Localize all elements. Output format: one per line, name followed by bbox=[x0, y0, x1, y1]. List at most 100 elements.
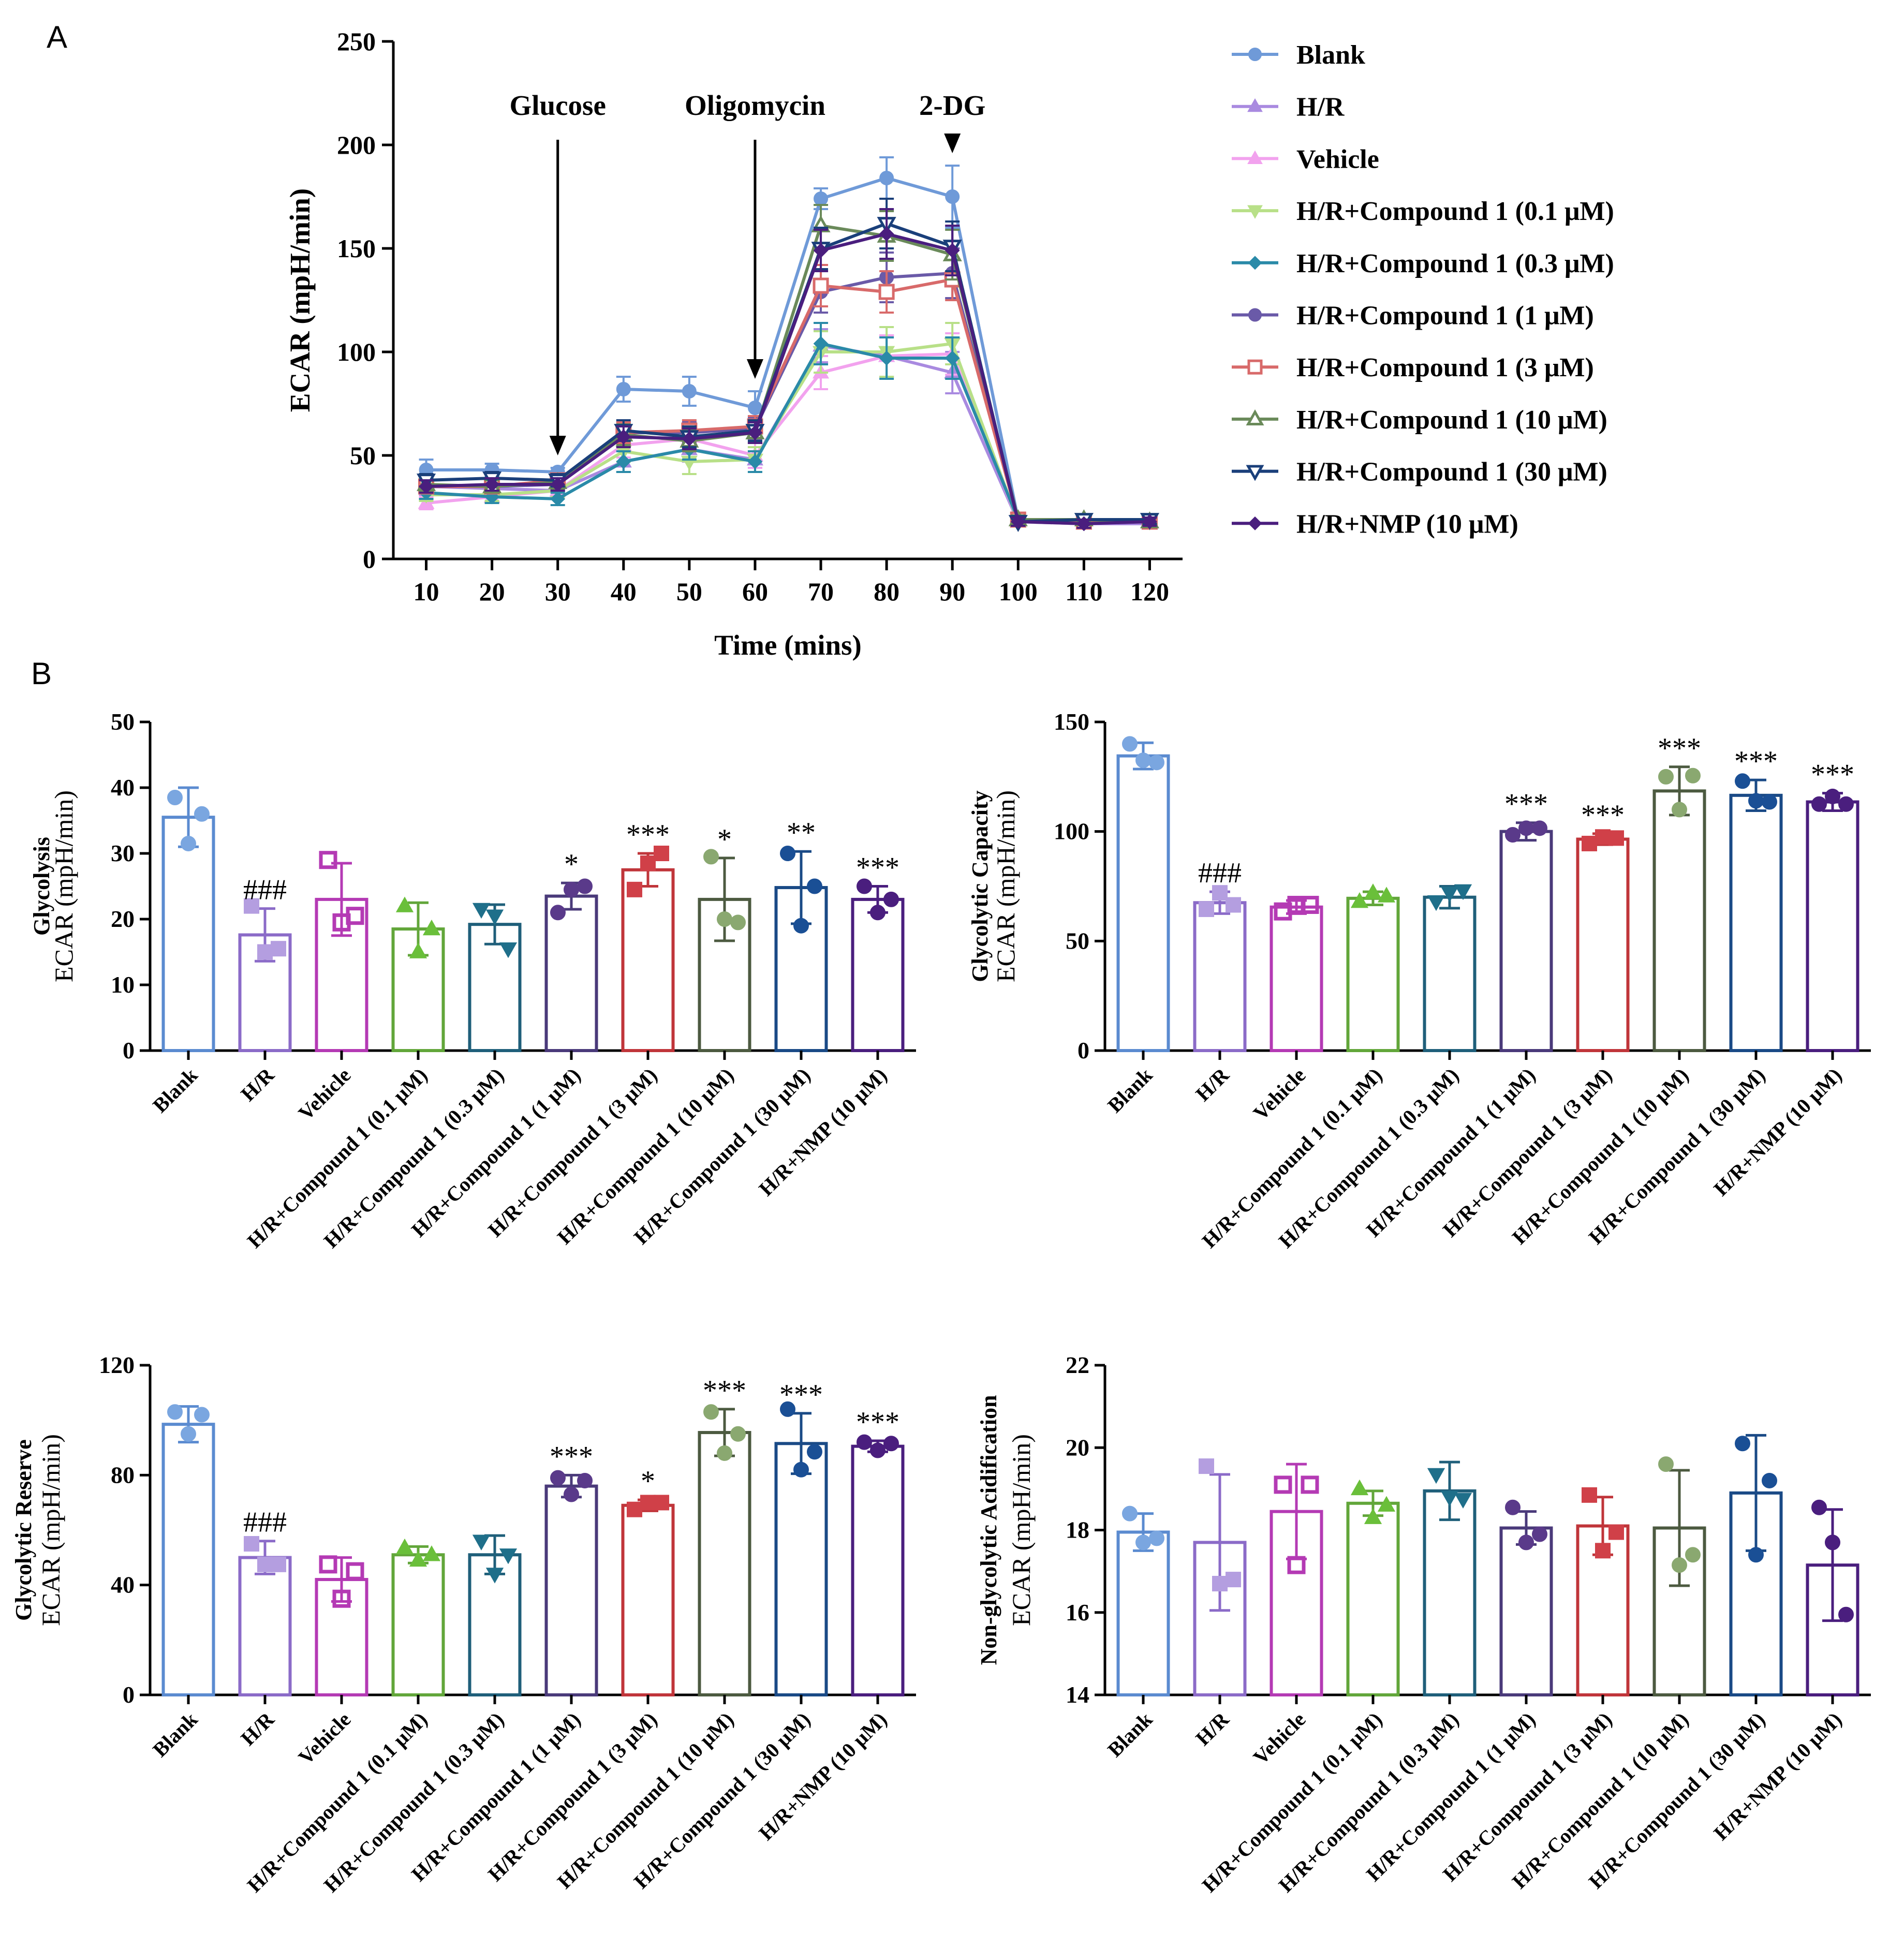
legend-marker bbox=[1248, 256, 1262, 270]
y-axis-title: ECAR (mpH/min) bbox=[1007, 1434, 1036, 1626]
data-point bbox=[181, 1426, 196, 1442]
data-point bbox=[485, 1568, 504, 1584]
data-point bbox=[1440, 1490, 1459, 1507]
data-point bbox=[1364, 883, 1382, 899]
significance-label: ### bbox=[243, 874, 287, 906]
data-point bbox=[1149, 1530, 1164, 1546]
data-point bbox=[717, 1445, 732, 1461]
data-point bbox=[564, 1486, 579, 1502]
data-point bbox=[1811, 1499, 1827, 1515]
y-tick-label: 80 bbox=[111, 1461, 135, 1488]
bar bbox=[621, 1503, 675, 1697]
data-point bbox=[616, 454, 631, 469]
data-point bbox=[879, 226, 894, 242]
data-point bbox=[319, 1555, 337, 1574]
bar bbox=[1576, 837, 1630, 1052]
legend-entry: H/R+Compound 1 (0.3 μM) bbox=[1296, 249, 1614, 278]
significance-label: * bbox=[717, 823, 732, 855]
y-tick-label: 150 bbox=[1054, 708, 1089, 735]
data-point bbox=[395, 1538, 414, 1555]
data-point bbox=[550, 477, 566, 492]
data-point bbox=[1199, 901, 1214, 917]
y-tick-label: 20 bbox=[1066, 1434, 1089, 1460]
x-tick-label: H/R+NMP (10 μM) bbox=[754, 1064, 891, 1201]
series-line bbox=[426, 342, 1150, 523]
y-tick-label: 150 bbox=[337, 234, 376, 263]
data-point bbox=[1427, 1468, 1445, 1484]
x-tick-label: Vehicle bbox=[294, 1064, 356, 1125]
x-tick-label: 120 bbox=[1130, 577, 1169, 606]
bar bbox=[1806, 800, 1859, 1053]
y-axis-title: ECAR (mpH/min) bbox=[49, 790, 78, 982]
data-point bbox=[654, 1495, 669, 1511]
x-tick-label: 50 bbox=[676, 577, 702, 606]
data-point bbox=[654, 846, 669, 861]
data-point bbox=[944, 350, 960, 366]
data-point bbox=[244, 898, 259, 914]
data-point bbox=[484, 477, 500, 492]
y-tick-label: 40 bbox=[111, 774, 135, 801]
series-line bbox=[426, 222, 1150, 524]
significance-label: *** bbox=[779, 1379, 823, 1411]
data-point bbox=[472, 903, 491, 919]
x-tick-label: H/R bbox=[236, 1707, 279, 1750]
data-point bbox=[1532, 1526, 1547, 1542]
data-point bbox=[550, 1470, 566, 1486]
x-tick-label: 100 bbox=[999, 577, 1038, 606]
legend-marker bbox=[1248, 48, 1262, 61]
legend-marker bbox=[1247, 205, 1263, 219]
data-point bbox=[499, 1548, 518, 1564]
legend-entry: H/R+Compound 1 (1 μM) bbox=[1296, 301, 1594, 331]
data-point bbox=[1748, 793, 1764, 809]
bar-chart-glycolytic-reserve: 0 40 80 120 Glycolytic Reserve ECAR (mpH/min)… bbox=[11, 1352, 916, 1897]
x-tick-label: 40 bbox=[611, 577, 637, 606]
data-point bbox=[1762, 1472, 1777, 1488]
legend-entry: H/R+Compound 1 (0.1 μM) bbox=[1296, 197, 1614, 226]
data-point bbox=[682, 384, 697, 398]
data-point bbox=[870, 905, 885, 921]
y-axis-title: Glycolytic Capacity bbox=[967, 790, 993, 982]
x-axis-title: Time (mins) bbox=[714, 629, 862, 661]
bar bbox=[698, 1431, 751, 1697]
y-tick-label: 100 bbox=[1054, 818, 1089, 845]
data-point bbox=[1454, 884, 1472, 900]
data-point bbox=[780, 1401, 795, 1417]
legend-marker bbox=[1246, 409, 1264, 425]
x-tick-label: 20 bbox=[479, 577, 505, 606]
y-tick-label: 50 bbox=[111, 708, 135, 735]
x-tick-label: 110 bbox=[1065, 577, 1102, 606]
y-tick-label: 120 bbox=[99, 1352, 135, 1378]
data-point bbox=[550, 491, 566, 507]
data-point bbox=[857, 1434, 872, 1450]
series-line bbox=[426, 232, 1150, 526]
data-point bbox=[167, 790, 183, 806]
data-point bbox=[1377, 1496, 1396, 1512]
data-point bbox=[793, 1461, 809, 1478]
data-point bbox=[244, 1536, 259, 1552]
data-point bbox=[747, 425, 763, 440]
significance-label: *** bbox=[1658, 732, 1701, 764]
data-point bbox=[1350, 1479, 1369, 1496]
y-axis-title: Glycolysis bbox=[29, 837, 54, 936]
x-tick-label: Blank bbox=[1103, 1707, 1157, 1762]
data-point bbox=[1135, 1534, 1151, 1551]
data-point bbox=[730, 914, 746, 931]
data-point bbox=[703, 1404, 719, 1420]
bar bbox=[1270, 905, 1323, 1052]
data-point bbox=[1149, 755, 1164, 771]
bar bbox=[1729, 793, 1783, 1052]
legend-marker bbox=[1247, 359, 1263, 375]
x-tick-label: Vehicle bbox=[1249, 1064, 1310, 1125]
data-point bbox=[1212, 1576, 1228, 1592]
data-point bbox=[346, 907, 364, 925]
data-point bbox=[814, 191, 829, 206]
data-point bbox=[717, 911, 732, 927]
data-point bbox=[1226, 897, 1241, 913]
data-point bbox=[1518, 820, 1534, 836]
y-tick-label: 14 bbox=[1066, 1681, 1089, 1708]
legend-entry: H/R+Compound 1 (3 μM) bbox=[1296, 353, 1594, 382]
significance-label: *** bbox=[1504, 788, 1548, 820]
bar bbox=[1116, 1530, 1170, 1696]
y-tick-label: 10 bbox=[111, 971, 135, 998]
data-point bbox=[346, 1562, 364, 1581]
